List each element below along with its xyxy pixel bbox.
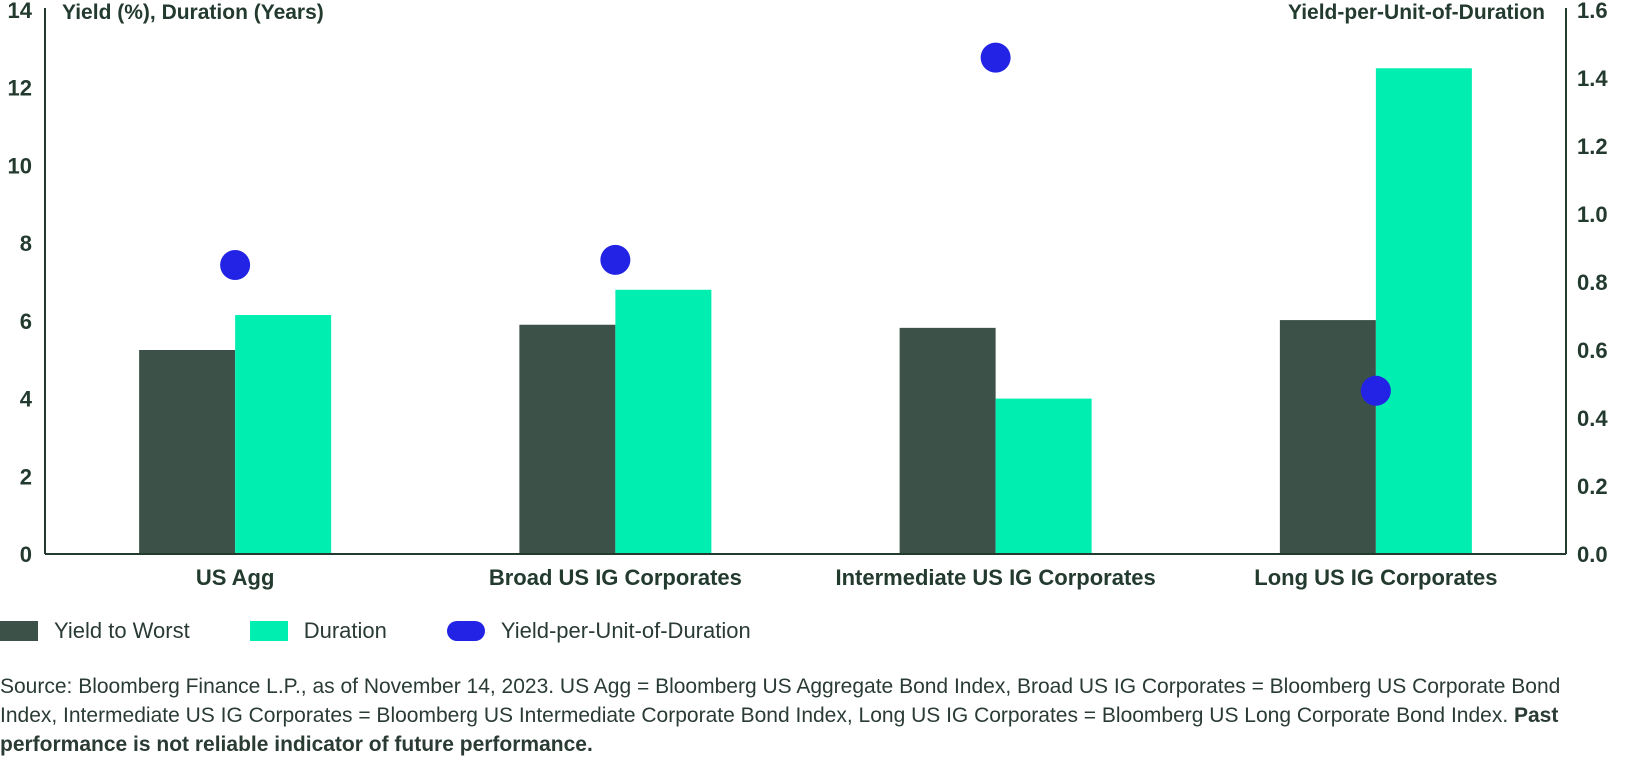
right-tick-label: 0.4 [1577, 406, 1608, 431]
legend-item-duration: Duration [249, 618, 387, 644]
bar-yield-to-worst [899, 327, 996, 554]
bar-duration [615, 289, 712, 554]
right-tick-label: 0.0 [1577, 542, 1608, 567]
category-label: Intermediate US IG Corporates [835, 565, 1155, 590]
right-tick-label: 1.4 [1577, 66, 1608, 91]
source-text: Source: Bloomberg Finance L.P., as of No… [0, 675, 1561, 727]
bars [139, 68, 1472, 555]
right-tick-label: 1.0 [1577, 202, 1608, 227]
bar-duration [1375, 68, 1472, 555]
legend-label: Yield to Worst [54, 618, 190, 643]
left-tick-label: 4 [20, 387, 33, 412]
legend-swatch-duration [249, 621, 288, 641]
bar-yield-to-worst [519, 324, 616, 554]
legend-swatch-yield-per-unit [446, 621, 485, 641]
right-tick-label: 1.2 [1577, 134, 1608, 159]
left-tick-label: 2 [20, 464, 32, 489]
category-label: Broad US IG Corporates [489, 565, 742, 590]
disclaimer-text: Past performance is not reliable indicat… [0, 704, 1559, 756]
bar-duration [995, 398, 1092, 554]
dot-yield-per-unit-of-duration [220, 250, 251, 280]
bar-yield-to-worst [1279, 320, 1376, 554]
dot-yield-per-unit-of-duration [600, 244, 631, 275]
category-label: US Agg [196, 565, 275, 590]
legend-label: Yield-per-Unit-of-Duration [500, 618, 751, 643]
left-tick-label: 12 [8, 76, 32, 101]
legend-item-yield-to-worst: Yield to Worst [0, 618, 190, 644]
category-label: Long US IG Corporates [1254, 565, 1497, 590]
source-note: Source: Bloomberg Finance L.P., as of No… [0, 672, 1615, 759]
legend-label: Duration [303, 618, 387, 643]
right-tick-label: 0.6 [1577, 338, 1608, 363]
left-tick-label: 0 [20, 542, 32, 567]
right-axis-title: Yield-per-Unit-of-Duration [1288, 1, 1545, 24]
bar-duration [235, 315, 332, 554]
legend-item-yield-per-unit: Yield-per-Unit-of-Duration [446, 618, 751, 644]
dot-yield-per-unit-of-duration [1360, 375, 1391, 406]
right-axis-ticks: 0.0 0.2 0.4 0.6 0.8 1.0 1.2 1.4 1.6 [1577, 0, 1608, 567]
right-tick-label: 1.6 [1577, 0, 1608, 23]
left-tick-label: 8 [20, 231, 32, 256]
left-tick-label: 6 [20, 309, 32, 334]
right-tick-label: 0.8 [1577, 270, 1608, 295]
bar-yield-to-worst [139, 350, 236, 554]
dot-yield-per-unit-of-duration [980, 42, 1011, 73]
left-axis-title: Yield (%), Duration (Years) [62, 1, 324, 24]
right-tick-label: 0.2 [1577, 474, 1608, 499]
legend-swatch-yield-to-worst [0, 621, 38, 641]
left-tick-label: 10 [8, 153, 32, 178]
legend: Yield to Worst Duration Yield-per-Unit-o… [0, 615, 811, 647]
dots [220, 42, 1391, 406]
left-tick-label: 14 [8, 0, 33, 23]
category-labels: US Agg Broad US IG Corporates Intermediate… [196, 565, 1498, 590]
left-axis-ticks: 0 2 4 6 8 10 12 14 [8, 0, 33, 567]
